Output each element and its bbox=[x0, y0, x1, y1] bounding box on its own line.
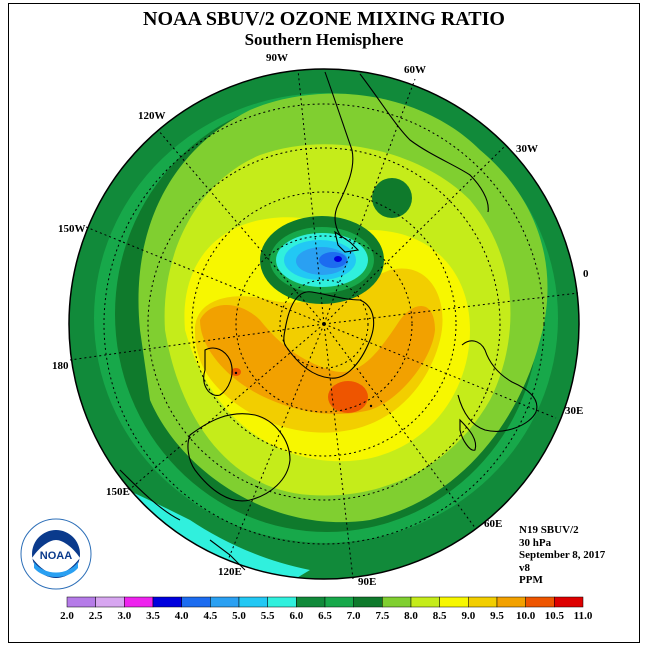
legend-swatch bbox=[525, 596, 555, 608]
legend-label: 7.0 bbox=[347, 610, 361, 622]
legend-label: 3.0 bbox=[117, 610, 131, 622]
legend-swatch bbox=[296, 596, 326, 608]
legend-swatch bbox=[353, 596, 383, 608]
legend-swatch bbox=[152, 596, 182, 608]
legend-swatch bbox=[554, 596, 584, 608]
legend-label: 5.5 bbox=[261, 610, 275, 622]
version-label: v8 bbox=[519, 561, 530, 574]
longitude-label-120e: 120E bbox=[218, 566, 242, 578]
graticule bbox=[69, 69, 579, 580]
coastlines bbox=[119, 71, 538, 571]
legend-label: 8.0 bbox=[404, 610, 418, 622]
legend-swatch bbox=[496, 596, 526, 608]
legend-label: 9.0 bbox=[461, 610, 475, 622]
legend-labels: 2.0 2.5 3.0 3.5 4.0 4.5 5.0 5.5 6.0 6.5 7.0 7.5 8.0 8… bbox=[60, 610, 593, 622]
legend-swatch bbox=[267, 596, 297, 608]
legend-label: 11.0 bbox=[574, 610, 593, 622]
color-legend: 2.0 2.5 3.0 3.5 4.0 4.5 5.0 5.5 6.0 6.5 7.0 7.5 8.0 8… bbox=[60, 596, 593, 622]
legend-label: 2.5 bbox=[89, 610, 103, 622]
legend-label: 9.5 bbox=[490, 610, 504, 622]
legend-swatch bbox=[66, 596, 96, 608]
longitude-label-90w: 90W bbox=[266, 52, 288, 64]
longitude-label-150e: 150E bbox=[106, 486, 130, 498]
figure-frame bbox=[8, 3, 640, 643]
legend-swatches bbox=[66, 596, 584, 608]
legend-swatch bbox=[324, 596, 354, 608]
legend-swatch bbox=[210, 596, 240, 608]
map-markers bbox=[234, 322, 373, 408]
map-boundary bbox=[68, 68, 580, 580]
legend-swatch bbox=[382, 596, 412, 608]
legend-swatch bbox=[124, 596, 154, 608]
noaa-logo: NOAA bbox=[20, 518, 92, 590]
longitude-label-30e: 30E bbox=[565, 405, 584, 417]
legend-label: 3.5 bbox=[146, 610, 160, 622]
longitude-label-150w: 150W bbox=[58, 223, 86, 235]
longitude-label-30w: 30W bbox=[516, 143, 538, 155]
polar-ozone-map bbox=[68, 68, 580, 580]
info-panel: N19 SBUV/2 30 hPa September 8, 2017 v8 P… bbox=[519, 524, 605, 587]
legend-swatch bbox=[439, 596, 469, 608]
legend-label: 4.0 bbox=[175, 610, 189, 622]
longitude-label-60w: 60W bbox=[404, 64, 426, 76]
map-subtitle: Southern Hemisphere bbox=[244, 30, 404, 49]
legend-swatch bbox=[181, 596, 211, 608]
longitude-label-0: 0 bbox=[583, 268, 589, 280]
legend-label: 10.5 bbox=[545, 610, 565, 622]
legend-swatch bbox=[95, 596, 125, 608]
units-label: PPM bbox=[519, 574, 543, 586]
legend-label: 5.0 bbox=[232, 610, 246, 622]
legend-swatch bbox=[238, 596, 268, 608]
legend-label: 6.0 bbox=[289, 610, 303, 622]
legend-label: 10.0 bbox=[516, 610, 536, 622]
legend-swatch bbox=[410, 596, 440, 608]
logo-text: NOAA bbox=[40, 550, 72, 562]
legend-label: 7.5 bbox=[375, 610, 389, 622]
legend-label: 4.5 bbox=[203, 610, 217, 622]
longitude-label-90e: 90E bbox=[358, 576, 377, 588]
legend-swatch bbox=[468, 596, 498, 608]
longitude-label-180: 180 bbox=[52, 360, 69, 372]
satellite-label: N19 SBUV/2 bbox=[519, 524, 579, 536]
date-label: September 8, 2017 bbox=[519, 549, 606, 561]
longitude-label-60e: 60E bbox=[484, 518, 503, 530]
longitude-label-120w: 120W bbox=[138, 110, 166, 122]
legend-label: 8.5 bbox=[433, 610, 447, 622]
legend-label: 6.5 bbox=[318, 610, 332, 622]
map-title: NOAA SBUV/2 OZONE MIXING RATIO bbox=[143, 8, 505, 30]
legend-label: 2.0 bbox=[60, 610, 74, 622]
contour-fill bbox=[69, 69, 579, 579]
pressure-level-label: 30 hPa bbox=[519, 536, 552, 549]
